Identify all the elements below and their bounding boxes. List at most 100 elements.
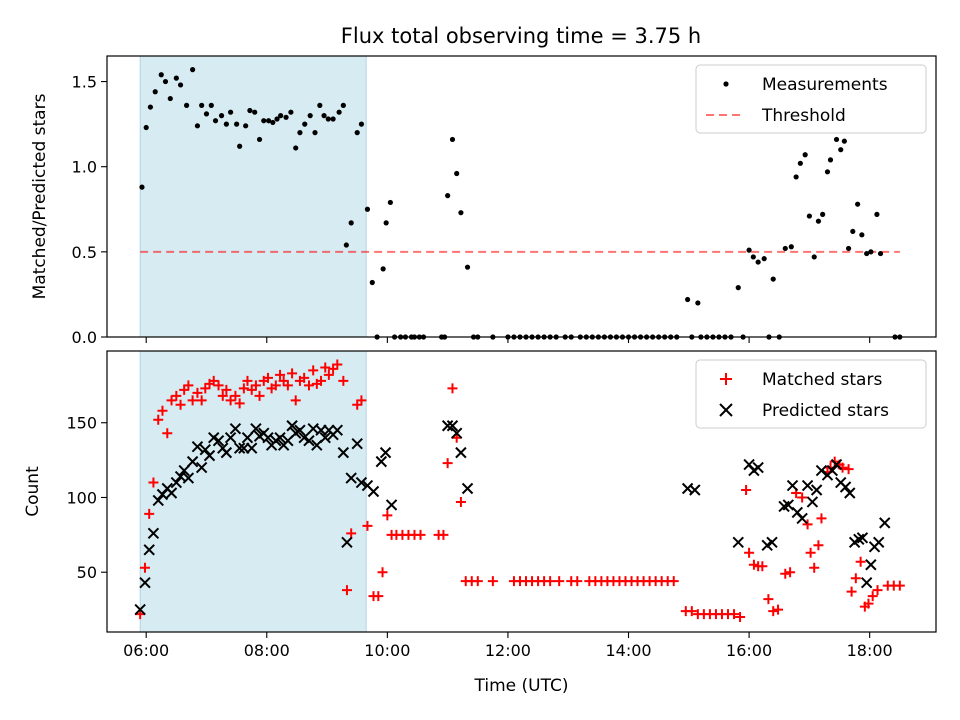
legend-predicted-swatch <box>719 403 733 417</box>
measurement-point <box>735 285 741 291</box>
matched-stars-point <box>225 395 236 406</box>
measurement-point <box>838 147 844 153</box>
measurement-point <box>261 118 267 124</box>
predicted-stars-point <box>245 442 258 454</box>
predicted-stars-point <box>191 440 204 453</box>
measurement-point <box>265 118 272 124</box>
measurement-point <box>855 201 861 207</box>
predicted-stars-point <box>732 536 744 549</box>
top-panel: 0.0 0.5 1.0 1.5 Matched/Predicted stars Measu… <box>30 55 937 347</box>
matched-stars-point <box>234 398 245 409</box>
measurement-point <box>336 109 342 115</box>
measurement-point <box>348 220 354 226</box>
matched-stars-point <box>744 547 755 558</box>
predicted-stars-point <box>355 476 368 489</box>
measurement-point <box>827 157 834 163</box>
predicted-stars-point <box>319 431 331 444</box>
matched-stars-point <box>299 372 310 383</box>
predicted-stars-point <box>220 446 233 459</box>
measurement-point <box>143 124 149 131</box>
predicted-stars-point <box>379 446 392 459</box>
predicted-stars-point <box>455 446 467 459</box>
matched-stars-point <box>230 390 241 401</box>
matched-stars-point <box>763 594 774 605</box>
matched-stars-point <box>341 585 352 596</box>
measurement-point <box>283 114 289 120</box>
matched-stars-point <box>487 576 498 587</box>
measurement-point <box>695 300 701 306</box>
measurement-point <box>252 109 258 115</box>
predicted-stars-point <box>786 479 799 492</box>
top-shaded-interval <box>139 55 367 338</box>
matched-stars-point <box>217 390 228 401</box>
bottom-xtick-label: 08:00 <box>244 641 290 660</box>
bottom-shaded-interval <box>139 350 367 633</box>
matched-stars-point <box>472 576 483 587</box>
measurement-point <box>877 250 884 257</box>
measurement-point <box>234 121 240 127</box>
legend-matched-swatch <box>720 373 732 385</box>
predicted-stars-point <box>782 499 794 511</box>
matched-stars-point <box>290 395 301 406</box>
matched-stars-point <box>373 591 384 602</box>
matched-stars-point <box>572 576 583 587</box>
predicted-stars-point <box>178 464 190 477</box>
top-legend-box <box>695 64 927 134</box>
predicted-stars-point <box>367 485 380 498</box>
measurement-point <box>317 102 323 108</box>
matched-stars-point <box>780 568 791 579</box>
matched-stars-point <box>332 359 343 370</box>
matched-stars-point <box>382 510 393 521</box>
predicted-stars-point <box>262 431 274 444</box>
matched-stars-point <box>250 380 261 391</box>
matched-stars-point <box>196 395 207 406</box>
matched-stars-point <box>144 508 155 519</box>
measurement-point <box>841 138 847 144</box>
measurement-point <box>383 220 389 226</box>
matched-stars-point <box>773 604 784 615</box>
matched-stars-point <box>855 556 866 567</box>
matched-stars-point <box>153 414 164 425</box>
predicted-stars-point <box>810 484 823 496</box>
measurement-point <box>321 113 327 119</box>
bottom-xtick-label: 12:00 <box>485 641 531 660</box>
measurement-point <box>288 109 294 115</box>
bottom-series-predicted-stars <box>134 420 891 616</box>
matched-stars-point <box>171 390 182 401</box>
predicted-stars-point <box>152 494 164 507</box>
matched-stars-point <box>262 372 273 383</box>
predicted-stars-point <box>341 536 353 549</box>
matched-stars-point <box>438 529 449 540</box>
measurement-point <box>811 254 817 260</box>
measurement-point <box>380 266 386 272</box>
matched-stars-point <box>254 390 265 401</box>
measurement-point <box>302 121 308 127</box>
measurement-point <box>167 95 173 102</box>
measurement-point <box>203 111 210 117</box>
predicted-stars-point <box>224 431 237 444</box>
measurement-point <box>802 152 808 158</box>
chart-title: Flux total observing time = 3.75 h <box>341 24 701 48</box>
predicted-stars-point <box>165 487 178 499</box>
measurement-point <box>312 130 318 136</box>
predicted-stars-point <box>182 472 195 484</box>
matched-stars-point <box>356 395 367 406</box>
matched-stars-point <box>320 362 331 373</box>
matched-stars-point <box>175 399 186 410</box>
measurement-point <box>139 184 145 190</box>
matched-stars-point <box>242 375 253 386</box>
matched-stars-point <box>442 458 453 469</box>
predicted-stars-point <box>826 464 839 477</box>
measurement-point <box>815 218 822 224</box>
measurement-point <box>194 123 201 129</box>
matched-stars-point <box>813 540 824 551</box>
predicted-stars-point <box>806 496 819 508</box>
measurement-point <box>874 211 880 217</box>
measurement-point <box>223 121 229 127</box>
predicted-stars-point <box>233 442 246 454</box>
measurement-point <box>270 119 276 126</box>
predicted-stars-point <box>450 427 463 439</box>
top-ytick-label: 0.5 <box>72 243 97 262</box>
top-legend: Measurements Threshold <box>695 64 927 134</box>
measurement-point <box>354 130 360 136</box>
